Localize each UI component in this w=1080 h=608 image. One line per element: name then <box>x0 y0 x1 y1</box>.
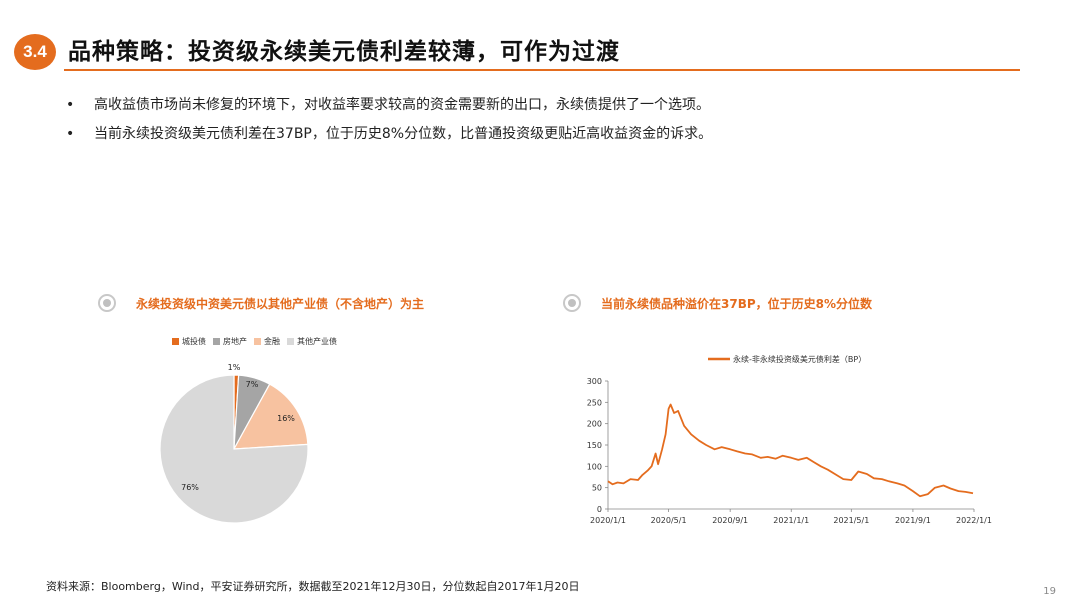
y-tick-label: 300 <box>587 377 602 386</box>
legend-swatch <box>287 338 294 345</box>
bullet-item: • 当前永续投资级美元债利差在37BP，位于历史8%分位数，比普通投资级更贴近高… <box>66 120 712 149</box>
y-tick-label: 50 <box>592 484 602 493</box>
pie-legend: 城投债 房地产 金融 其他产业债 <box>172 336 344 347</box>
x-tick-label: 2021/9/1 <box>895 516 931 525</box>
left-panel-title: 永续投资级中资美元债以其他产业债（不含地产）为主 <box>136 296 425 311</box>
pie-slice <box>232 383 309 450</box>
page-number: 19 <box>1043 586 1056 597</box>
legend-label: 金融 <box>264 337 280 346</box>
right-panel-header: 当前永续债品种溢价在37BP，位于历史8%分位数 <box>563 294 872 312</box>
x-tick-label: 2020/9/1 <box>712 516 748 525</box>
x-tick-label: 2022/1/1 <box>956 516 992 525</box>
pie-data-label: 7% <box>246 380 259 389</box>
y-tick-label: 200 <box>587 420 602 429</box>
series-line <box>607 403 974 498</box>
legend-label: 永续-非永续投资级美元债利差（BP） <box>733 354 866 364</box>
radio-icon <box>563 294 581 312</box>
left-panel-header: 永续投资级中资美元债以其他产业债（不含地产）为主 <box>98 294 424 312</box>
pie-slice <box>159 374 309 524</box>
bullet-list: • 高收益债市场尚未修复的环境下，对收益率要求较高的资金需要新的出口，永续债提供… <box>66 91 712 149</box>
x-tick-label: 2020/5/1 <box>651 516 687 525</box>
bullet-text: 高收益债市场尚未修复的环境下，对收益率要求较高的资金需要新的出口，永续债提供了一… <box>94 97 710 113</box>
legend-label: 其他产业债 <box>297 337 337 346</box>
pie-data-label: 76% <box>181 483 199 492</box>
legend-swatch <box>213 338 220 345</box>
pie-data-label: 1% <box>228 363 241 372</box>
pie-data-label: 16% <box>277 414 295 423</box>
pie-chart: 1% 7% 16% 76% <box>159 363 309 524</box>
source-note: 资料来源：Bloomberg，Wind，平安证券研究所，数据截至2021年12月… <box>46 580 580 593</box>
legend-swatch <box>254 338 261 345</box>
bullet-text: 当前永续投资级美元债利差在37BP，位于历史8%分位数，比普通投资级更贴近高收益… <box>94 126 713 142</box>
y-tick-label: 100 <box>587 462 602 471</box>
y-tick-label: 0 <box>597 505 602 514</box>
legend-item: 城投债 <box>172 336 206 347</box>
legend-item: 房地产 <box>213 336 247 347</box>
bullet-symbol: • <box>66 97 75 113</box>
y-tick-label: 250 <box>587 398 602 407</box>
section-number-badge: 3.4 <box>14 34 56 70</box>
legend-label: 城投债 <box>182 337 206 346</box>
legend-swatch <box>172 338 179 345</box>
x-tick-label: 2021/5/1 <box>833 516 869 525</box>
y-tick-label: 150 <box>587 441 602 450</box>
legend-item: 金融 <box>254 336 280 347</box>
bullet-item: • 高收益债市场尚未修复的环境下，对收益率要求较高的资金需要新的出口，永续债提供… <box>66 91 712 120</box>
right-panel-title: 当前永续债品种溢价在37BP，位于历史8%分位数 <box>601 296 873 311</box>
page-title: 品种策略：投资级永续美元债利差较薄，可作为过渡 <box>68 39 620 65</box>
title-divider <box>64 69 1020 71</box>
line-chart: 永续-非永续投资级美元债利差（BP） 0 50 100 150 200 250 300 2020… <box>587 354 992 525</box>
legend-item: 其他产业债 <box>287 336 337 347</box>
legend-label: 房地产 <box>223 337 247 346</box>
bullet-symbol: • <box>66 126 75 142</box>
x-tick-label: 2021/1/1 <box>773 516 809 525</box>
x-tick-label: 2020/1/1 <box>590 516 626 525</box>
radio-icon <box>98 294 116 312</box>
